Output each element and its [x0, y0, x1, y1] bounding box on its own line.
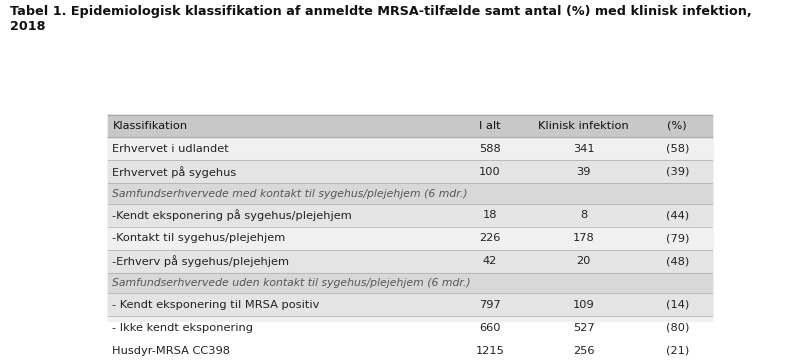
Text: (80): (80) — [666, 323, 689, 333]
Bar — [108, 339, 712, 362]
Text: -Erhverv på sygehus/plejehjem: -Erhverv på sygehus/plejehjem — [112, 255, 290, 267]
Text: (39): (39) — [666, 167, 689, 177]
Text: 18: 18 — [482, 210, 498, 220]
Bar — [108, 273, 712, 294]
Text: 256: 256 — [573, 346, 594, 355]
Bar — [108, 227, 712, 250]
Text: 42: 42 — [483, 256, 497, 266]
Text: 100: 100 — [479, 167, 501, 177]
Text: I alt: I alt — [479, 121, 501, 131]
Text: Samfundserhvervede med kontakt til sygehus/plejehjem (6 mdr.): Samfundserhvervede med kontakt til sygeh… — [112, 189, 468, 198]
Text: 39: 39 — [576, 167, 591, 177]
Bar — [108, 114, 712, 137]
Text: (58): (58) — [666, 144, 689, 154]
Bar — [108, 204, 712, 227]
Text: 660: 660 — [479, 323, 501, 333]
Bar — [108, 137, 712, 160]
Text: (21): (21) — [666, 346, 689, 355]
Text: 20: 20 — [577, 256, 591, 266]
Text: Tabel 1. Epidemiologisk klassifikation af anmeldte MRSA-tilfælde samt antal (%) : Tabel 1. Epidemiologisk klassifikation a… — [10, 5, 752, 18]
Text: Husdyr-MRSA CC398: Husdyr-MRSA CC398 — [112, 346, 230, 355]
Text: 2018: 2018 — [10, 20, 46, 33]
Text: Erhvervet i udlandet: Erhvervet i udlandet — [112, 144, 229, 154]
Text: 8: 8 — [580, 210, 587, 220]
Text: -Kontakt til sygehus/plejehjem: -Kontakt til sygehus/plejehjem — [112, 233, 286, 243]
Text: Klinisk infektion: Klinisk infektion — [538, 121, 629, 131]
Text: - Kendt eksponering til MRSA positiv: - Kendt eksponering til MRSA positiv — [112, 300, 320, 310]
Bar — [108, 250, 712, 273]
Text: -Kendt eksponering på sygehus/plejehjem: -Kendt eksponering på sygehus/plejehjem — [112, 210, 352, 222]
Text: 797: 797 — [479, 300, 501, 310]
Text: - Ikke kendt eksponering: - Ikke kendt eksponering — [112, 323, 254, 333]
Text: (48): (48) — [666, 256, 689, 266]
Text: 341: 341 — [573, 144, 594, 154]
Text: 178: 178 — [573, 233, 594, 243]
Bar — [108, 294, 712, 316]
Text: 1215: 1215 — [475, 346, 505, 355]
Text: (44): (44) — [666, 210, 689, 220]
Text: 226: 226 — [479, 233, 501, 243]
Text: Klassifikation: Klassifikation — [112, 121, 187, 131]
Text: (14): (14) — [666, 300, 689, 310]
Text: (79): (79) — [666, 233, 689, 243]
Text: 588: 588 — [479, 144, 501, 154]
Bar — [108, 183, 712, 204]
Text: Erhvervet på sygehus: Erhvervet på sygehus — [112, 166, 237, 178]
Text: Samfundserhvervede uden kontakt til sygehus/plejehjem (6 mdr.): Samfundserhvervede uden kontakt til syge… — [112, 278, 471, 288]
Text: 527: 527 — [573, 323, 594, 333]
Text: (%): (%) — [667, 121, 687, 131]
Text: 109: 109 — [573, 300, 594, 310]
Bar — [108, 160, 712, 183]
Bar — [108, 316, 712, 339]
